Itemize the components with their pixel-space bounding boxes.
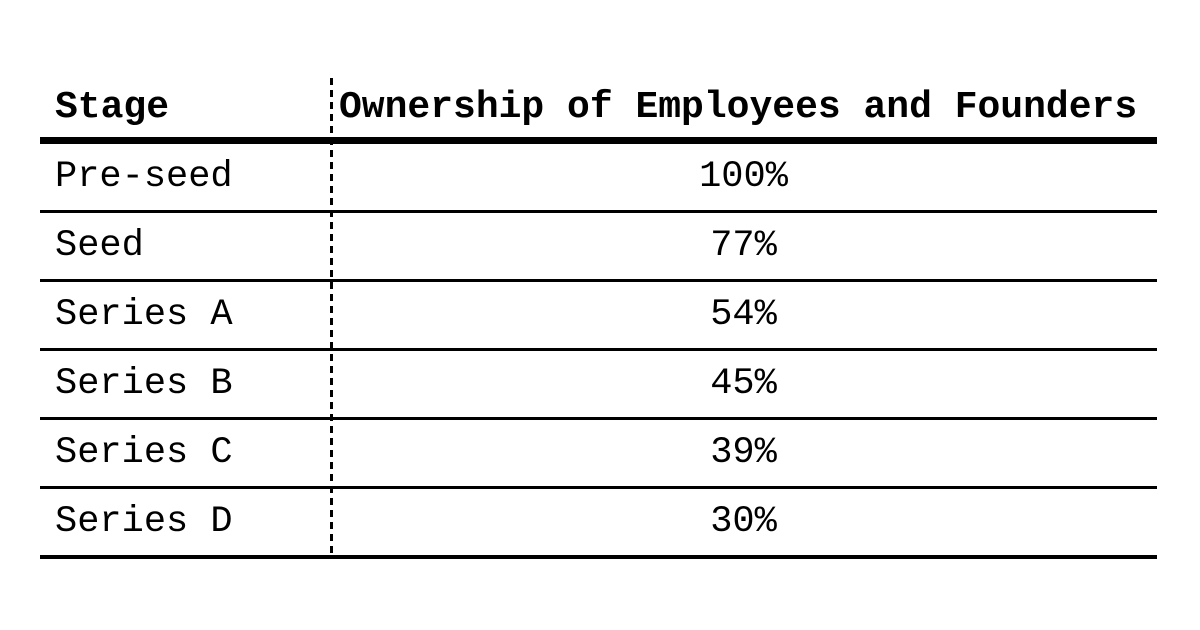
ownership-cell: 30%	[710, 501, 777, 543]
table-row: Series D 30%	[40, 489, 1157, 559]
ownership-cell: 77%	[710, 225, 777, 267]
ownership-cell: 39%	[710, 432, 777, 474]
ownership-table: Stage Ownership of Employees and Founder…	[40, 78, 1157, 559]
stage-cell: Pre-seed	[55, 156, 233, 198]
table-header-row: Stage Ownership of Employees and Founder…	[40, 78, 1157, 144]
stage-cell: Series D	[55, 501, 233, 543]
stage-cell: Series B	[55, 363, 233, 405]
table-row: Series B 45%	[40, 351, 1157, 420]
table-row: Series A 54%	[40, 282, 1157, 351]
table-row: Series C 39%	[40, 420, 1157, 489]
header-stage: Stage	[55, 86, 170, 129]
column-divider-dashed-line	[330, 78, 333, 559]
ownership-cell: 54%	[710, 294, 777, 336]
stage-cell: Series C	[55, 432, 233, 474]
table-row: Pre-seed 100%	[40, 144, 1157, 213]
ownership-cell: 45%	[710, 363, 777, 405]
stage-cell: Series A	[55, 294, 233, 336]
ownership-cell: 100%	[699, 156, 788, 198]
stage-cell: Seed	[55, 225, 144, 267]
header-ownership: Ownership of Employees and Founders	[339, 86, 1138, 129]
table-body: Pre-seed 100% Seed 77% Series A 54% Series B 45…	[40, 144, 1157, 559]
table-row: Seed 77%	[40, 213, 1157, 282]
